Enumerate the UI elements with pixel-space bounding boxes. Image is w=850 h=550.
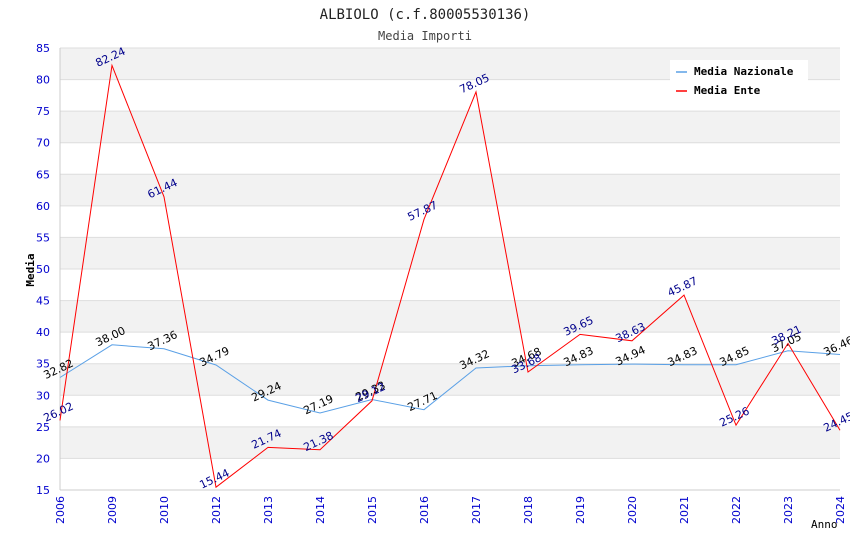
y-tick-label: 20 (36, 452, 50, 465)
y-tick-label: 35 (36, 358, 50, 371)
y-tick-label: 70 (36, 137, 50, 150)
grid-band (60, 269, 840, 301)
plot-background-bands (60, 48, 840, 490)
y-tick-label: 85 (36, 42, 50, 55)
grid-band (60, 332, 840, 364)
x-tick-label: 2023 (782, 496, 795, 524)
y-tick-label: 55 (36, 231, 50, 244)
y-tick-label: 65 (36, 168, 50, 181)
grid-band (60, 395, 840, 427)
x-tick-label: 2015 (366, 496, 379, 524)
legend-label-media-ente: Media Ente (694, 84, 761, 97)
x-tick-label: 2009 (106, 496, 119, 524)
x-tick-label: 2021 (678, 496, 691, 524)
x-tick-label: 2022 (730, 496, 743, 524)
gridlines (60, 47, 840, 491)
legend-box (670, 60, 808, 100)
grid-band (60, 111, 840, 143)
x-tick-label: 2014 (314, 496, 327, 524)
y-tick-label: 75 (36, 105, 50, 118)
chart-title: ALBIOLO (c.f.80005530136) (320, 7, 531, 23)
x-tick-label: 2020 (626, 496, 639, 524)
x-tick-label: 2010 (158, 496, 171, 524)
y-tick-label: 50 (36, 263, 50, 276)
grid-band (60, 142, 840, 175)
grid-band (60, 300, 840, 333)
grid-band (60, 363, 840, 396)
grid-band (60, 458, 840, 490)
y-tick-label: 60 (36, 200, 50, 213)
y-axis-label: Media (24, 253, 37, 286)
y-tick-label: 25 (36, 421, 50, 434)
x-tick-label: 2024 (834, 496, 847, 524)
y-tick-label: 80 (36, 74, 50, 87)
x-tick-label: 2012 (210, 496, 223, 524)
x-tick-label: 2013 (262, 496, 275, 524)
x-axis-label: Anno (811, 518, 838, 531)
y-tick-label: 30 (36, 389, 50, 402)
series-line-media-nazionale (59, 344, 841, 414)
grid-band (60, 205, 840, 238)
grid-band (60, 174, 840, 206)
grid-band (60, 237, 840, 269)
x-tick-label: 2017 (470, 496, 483, 524)
y-tick-label: 45 (36, 295, 50, 308)
x-tick-label: 2019 (574, 496, 587, 524)
y-tick-label: 40 (36, 326, 50, 339)
series-line-media-ente (59, 63, 841, 489)
x-tick-label: 2006 (54, 496, 67, 524)
grid-band (60, 426, 840, 459)
x-tick-label: 2018 (522, 496, 535, 524)
legend-label-media-nazionale: Media Nazionale (694, 65, 794, 78)
series-lines (59, 63, 841, 489)
y-tick-labels: 15 20 25 30 35 40 45 50 55 60 65 70 75 80 85 (36, 42, 50, 497)
y-tick-label: 15 (36, 484, 50, 497)
x-tick-label: 2016 (418, 496, 431, 524)
chart-subtitle: Media Importi (378, 29, 472, 43)
legend: Media Nazionale Media Ente (670, 60, 808, 100)
x-tick-labels: 2006 2009 2010 2012 2013 2014 2015 2016 2017 2018… (54, 496, 847, 524)
